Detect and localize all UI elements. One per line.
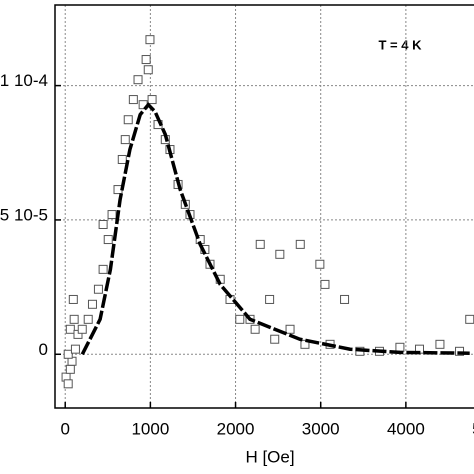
data-point — [87, 299, 97, 309]
data-point — [320, 279, 330, 289]
y-tick-label: 0 — [39, 340, 48, 359]
data-point — [300, 339, 310, 349]
data-point — [435, 339, 445, 349]
y-tick-label: 1 10-4 — [0, 71, 48, 90]
data-point — [143, 65, 153, 75]
data-point — [141, 55, 151, 65]
data-point — [285, 324, 295, 334]
x-tick-label: 0 — [60, 419, 69, 438]
data-point — [128, 95, 138, 105]
data-point — [250, 324, 260, 334]
data-point — [255, 239, 265, 249]
data-point — [93, 284, 103, 294]
data-point — [65, 324, 75, 334]
x-axis-label: H [Oe] — [245, 447, 294, 466]
data-point — [65, 364, 75, 374]
x-tick-label: 4000 — [387, 419, 425, 438]
data-point — [270, 334, 280, 344]
x-tick-label: 5000 — [472, 419, 474, 438]
x-tick-label: 1000 — [131, 419, 169, 438]
data-point — [98, 220, 108, 230]
data-point — [103, 235, 113, 245]
data-point — [77, 324, 87, 334]
data-point — [340, 294, 350, 304]
data-point — [295, 239, 305, 249]
data-point — [63, 349, 73, 359]
data-point — [69, 314, 79, 324]
data-point — [133, 75, 143, 85]
plot-frame — [54, 4, 474, 409]
data-point — [265, 294, 275, 304]
data-point — [120, 135, 130, 145]
data-point — [83, 314, 93, 324]
data-point — [70, 344, 80, 354]
data-point — [235, 314, 245, 324]
annotation: T = 4 K — [379, 37, 423, 52]
data-point — [395, 342, 405, 352]
data-point — [145, 35, 155, 45]
data-point — [123, 115, 133, 125]
data-point — [455, 346, 465, 356]
data-point — [68, 294, 78, 304]
data-point — [63, 379, 73, 389]
data-point — [98, 264, 108, 274]
data-point — [107, 210, 117, 220]
data-point — [465, 314, 474, 324]
data-point — [275, 249, 285, 259]
fit-curve — [80, 102, 470, 356]
y-tick-label: 5 10-5 — [0, 205, 48, 224]
data-point — [147, 95, 157, 105]
x-tick-label: 2000 — [217, 419, 255, 438]
data-point — [315, 259, 325, 269]
data-point — [117, 154, 127, 164]
x-tick-label: 3000 — [302, 419, 340, 438]
